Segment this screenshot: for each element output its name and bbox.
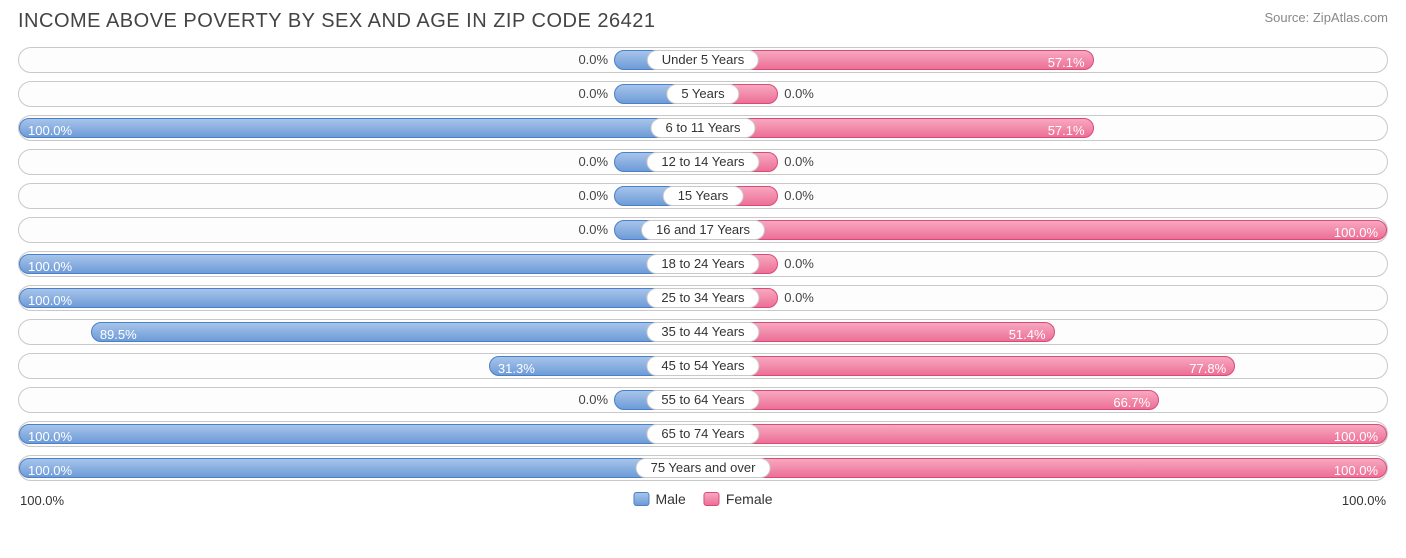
- category-label: 6 to 11 Years: [651, 118, 756, 138]
- male-value: 0.0%: [578, 82, 608, 106]
- axis-left-label: 100.0%: [20, 493, 64, 508]
- legend-male-label: Male: [655, 491, 685, 507]
- male-value: 100.0%: [28, 119, 72, 137]
- chart-row: 0.0% 0.0% 12 to 14 Years: [18, 149, 1388, 175]
- female-bar: 77.8%: [703, 356, 1235, 376]
- male-value: 100.0%: [28, 289, 72, 307]
- category-label: Under 5 Years: [647, 50, 759, 70]
- category-label: 18 to 24 Years: [646, 254, 759, 274]
- male-bar: 100.0%: [19, 424, 703, 444]
- chart-footer: 100.0% Male Female 100.0%: [18, 489, 1388, 523]
- chart-row: 0.0% 0.0% 5 Years: [18, 81, 1388, 107]
- legend-female-label: Female: [726, 491, 773, 507]
- chart-row: 31.3% 77.8% 45 to 54 Years: [18, 353, 1388, 379]
- female-value: 51.4%: [1009, 323, 1046, 341]
- chart-row: 100.0% 100.0% 75 Years and over: [18, 455, 1388, 481]
- female-bar: 66.7%: [703, 390, 1159, 410]
- male-swatch-icon: [633, 492, 649, 506]
- source-label: Source: ZipAtlas.com: [1264, 10, 1388, 25]
- male-bar: 100.0%: [19, 118, 703, 138]
- female-bar: 57.1%: [703, 50, 1094, 70]
- female-bar: 100.0%: [703, 424, 1387, 444]
- chart-row: 89.5% 51.4% 35 to 44 Years: [18, 319, 1388, 345]
- male-bar: 100.0%: [19, 288, 703, 308]
- male-value: 89.5%: [100, 323, 137, 341]
- male-bar: 89.5%: [91, 322, 703, 342]
- female-value: 100.0%: [1334, 221, 1378, 239]
- category-label: 45 to 54 Years: [646, 356, 759, 376]
- male-bar: 100.0%: [19, 254, 703, 274]
- male-value: 0.0%: [578, 388, 608, 412]
- legend-male: Male: [633, 491, 685, 507]
- legend-female: Female: [704, 491, 773, 507]
- male-value: 100.0%: [28, 425, 72, 443]
- male-value: 0.0%: [578, 48, 608, 72]
- category-label: 25 to 34 Years: [646, 288, 759, 308]
- category-label: 16 and 17 Years: [641, 220, 765, 240]
- chart-title: INCOME ABOVE POVERTY BY SEX AND AGE IN Z…: [18, 10, 655, 33]
- chart-row: 0.0% 57.1% Under 5 Years: [18, 47, 1388, 73]
- category-label: 5 Years: [666, 84, 739, 104]
- female-bar: 100.0%: [703, 458, 1387, 478]
- chart-row: 100.0% 57.1% 6 to 11 Years: [18, 115, 1388, 141]
- category-label: 35 to 44 Years: [646, 322, 759, 342]
- female-value: 77.8%: [1189, 357, 1226, 375]
- female-bar: 57.1%: [703, 118, 1094, 138]
- female-value: 57.1%: [1048, 119, 1085, 137]
- female-value: 0.0%: [784, 82, 814, 106]
- female-value: 100.0%: [1334, 425, 1378, 443]
- female-value: 57.1%: [1048, 51, 1085, 69]
- category-label: 75 Years and over: [636, 458, 771, 478]
- category-label: 55 to 64 Years: [646, 390, 759, 410]
- male-value: 0.0%: [578, 218, 608, 242]
- female-swatch-icon: [704, 492, 720, 506]
- male-value: 100.0%: [28, 459, 72, 477]
- header: INCOME ABOVE POVERTY BY SEX AND AGE IN Z…: [18, 10, 1388, 33]
- chart-row: 100.0% 0.0% 18 to 24 Years: [18, 251, 1388, 277]
- chart-row: 0.0% 0.0% 15 Years: [18, 183, 1388, 209]
- male-value: 31.3%: [498, 357, 535, 375]
- female-value: 0.0%: [784, 184, 814, 208]
- male-value: 0.0%: [578, 150, 608, 174]
- category-label: 12 to 14 Years: [646, 152, 759, 172]
- chart-row: 100.0% 100.0% 65 to 74 Years: [18, 421, 1388, 447]
- chart-row: 0.0% 66.7% 55 to 64 Years: [18, 387, 1388, 413]
- axis-right-label: 100.0%: [1342, 493, 1386, 508]
- female-value: 66.7%: [1113, 391, 1150, 409]
- female-value: 0.0%: [784, 286, 814, 310]
- category-label: 65 to 74 Years: [646, 424, 759, 444]
- category-label: 15 Years: [663, 186, 744, 206]
- diverging-bar-chart: 0.0% 57.1% Under 5 Years 0.0% 0.0% 5 Years 100…: [18, 47, 1388, 481]
- female-value: 0.0%: [784, 252, 814, 276]
- male-bar: 100.0%: [19, 458, 703, 478]
- male-value: 100.0%: [28, 255, 72, 273]
- chart-row: 100.0% 0.0% 25 to 34 Years: [18, 285, 1388, 311]
- female-bar: 100.0%: [703, 220, 1387, 240]
- male-value: 0.0%: [578, 184, 608, 208]
- legend: Male Female: [633, 491, 772, 507]
- female-value: 100.0%: [1334, 459, 1378, 477]
- chart-row: 0.0% 100.0% 16 and 17 Years: [18, 217, 1388, 243]
- female-value: 0.0%: [784, 150, 814, 174]
